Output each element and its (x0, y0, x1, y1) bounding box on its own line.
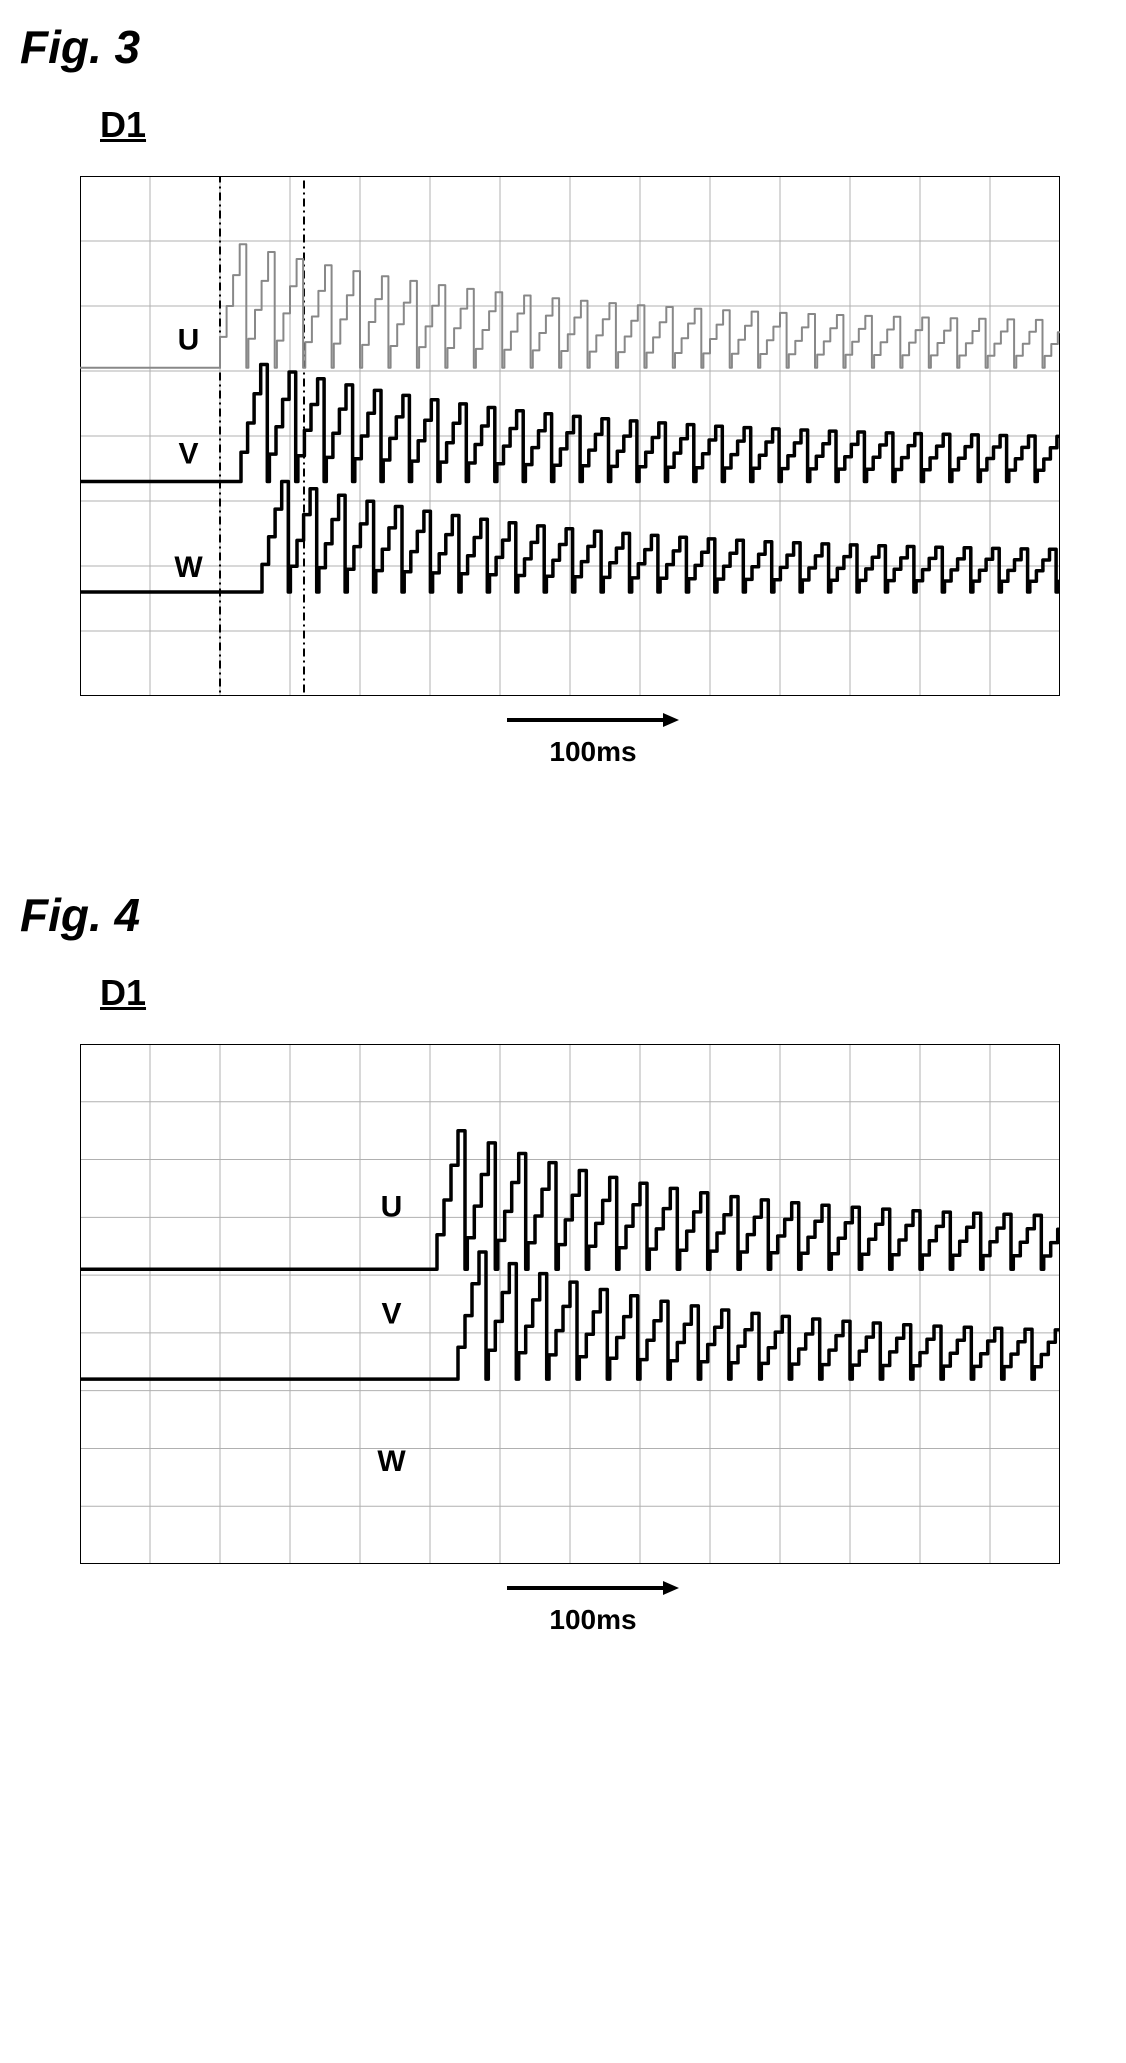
svg-text:V: V (381, 1297, 401, 1330)
fig4-title: Fig. 4 (20, 888, 1106, 942)
fig3-title: Fig. 3 (20, 20, 1106, 74)
svg-text:U: U (381, 1191, 403, 1224)
fig3-timelabel: 100ms (80, 736, 1106, 768)
svg-text:U: U (178, 324, 200, 357)
fig4-timelabel: 100ms (80, 1604, 1106, 1636)
fig3-timeaxis: 100ms (80, 706, 1106, 768)
figure-4: Fig. 4 D1 U V W 100ms (20, 888, 1106, 1636)
svg-text:W: W (174, 551, 203, 584)
svg-text:W: W (377, 1445, 406, 1478)
figure-3: Fig. 3 D1 U V W 100ms (20, 20, 1106, 768)
fig3-subtitle: D1 (100, 104, 1106, 146)
fig4-timeaxis: 100ms (80, 1574, 1106, 1636)
fig4-subtitle: D1 (100, 972, 1106, 1014)
fig3-chart: U V W 100ms (80, 176, 1106, 768)
fig4-chart: U V W 100ms (80, 1044, 1106, 1636)
svg-text:V: V (178, 437, 198, 470)
